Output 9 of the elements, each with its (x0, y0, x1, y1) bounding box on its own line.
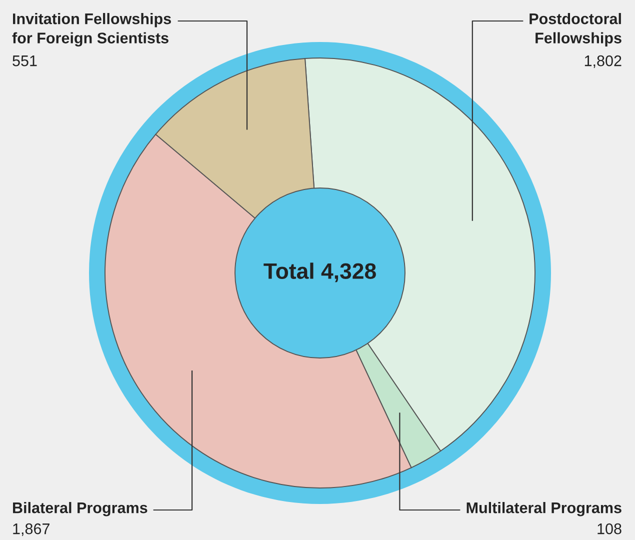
slice-label: Postdoctoral Fellowships (530, 13, 622, 46)
data-label: 1,802 (584, 55, 622, 68)
slice-label: Multilateral Programs (466, 502, 622, 516)
data-label: 551 (12, 56, 37, 66)
slice-label: Invitation Fellowships for Foreign Scientists (12, 13, 171, 47)
text: Total 4,328 (264, 262, 376, 282)
data-label: 1,867 (13, 523, 50, 536)
slice-label: Bilateral Programs (13, 502, 148, 516)
data-label: 108 (598, 523, 622, 534)
